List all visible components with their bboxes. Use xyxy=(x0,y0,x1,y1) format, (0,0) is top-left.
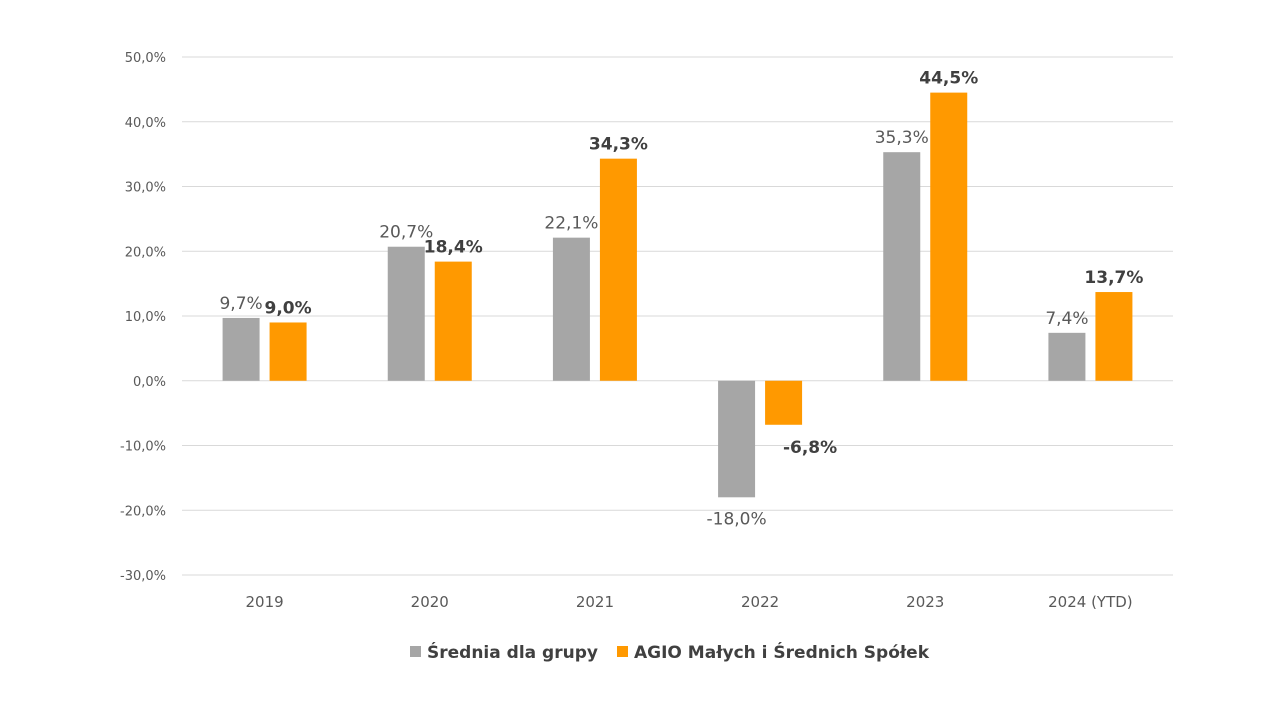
bar-srednia xyxy=(1048,332,1086,381)
bar-agio xyxy=(1095,292,1133,381)
legend-swatch-agio xyxy=(617,646,628,657)
y-tick-label: -10,0% xyxy=(120,440,166,455)
bar-agio xyxy=(765,380,803,425)
y-tick-label: -30,0% xyxy=(120,569,166,584)
bar-srednia xyxy=(883,152,921,381)
legend-label-srednia: Średnia dla grupy xyxy=(427,641,598,663)
data-label-srednia: -18,0% xyxy=(707,509,767,529)
bars xyxy=(222,92,1133,498)
data-label-agio: 13,7% xyxy=(1084,268,1143,288)
data-label-srednia: 7,4% xyxy=(1045,309,1088,329)
x-tick-label: 2023 xyxy=(906,593,944,611)
bar-srednia xyxy=(222,317,260,381)
y-tick-label: 20,0% xyxy=(125,245,166,260)
y-tick-label: 0,0% xyxy=(133,375,166,390)
data-label-agio: 18,4% xyxy=(424,238,483,258)
data-label-agio: -6,8% xyxy=(783,438,837,458)
x-tick-label: 2020 xyxy=(411,593,449,611)
bar-agio xyxy=(599,158,637,381)
x-tick-label: 2022 xyxy=(741,593,779,611)
data-label-agio: 44,5% xyxy=(919,69,978,89)
legend-label-agio: AGIO Małych i Średnich Spółek xyxy=(634,641,930,663)
y-tick-label: 50,0% xyxy=(125,51,166,66)
data-label-agio: 34,3% xyxy=(589,135,648,155)
data-label-srednia: 9,7% xyxy=(219,294,262,314)
y-axis: 50,0% 40,0% 30,0% 20,0% 10,0% 0,0% -10,0% -20,0… xyxy=(120,51,166,584)
x-tick-label: 2024 (YTD) xyxy=(1048,593,1133,611)
legend-swatch-srednia xyxy=(410,646,421,657)
data-label-srednia: 20,7% xyxy=(379,223,433,243)
x-axis: 2019 2020 2021 2022 2023 2024 (YTD) xyxy=(245,593,1132,611)
y-tick-label: 30,0% xyxy=(125,181,166,196)
x-tick-label: 2019 xyxy=(245,593,283,611)
data-label-srednia: 35,3% xyxy=(875,128,929,148)
bar-agio xyxy=(269,322,307,381)
x-tick-label: 2021 xyxy=(576,593,614,611)
bar-srednia xyxy=(387,246,425,381)
y-tick-label: 40,0% xyxy=(125,116,166,131)
bar-srednia xyxy=(718,380,756,498)
y-tick-label: 10,0% xyxy=(125,310,166,325)
gridlines xyxy=(182,56,1173,576)
data-label-srednia: 22,1% xyxy=(544,214,598,234)
bar-agio xyxy=(930,92,968,381)
y-tick-label: -20,0% xyxy=(120,504,166,519)
bar-agio xyxy=(434,261,472,381)
data-labels: 9,7% 9,0% 20,7%18,4% 22,1% 34,3% -18,0% -6,8% 3… xyxy=(219,69,1143,530)
bar-srednia xyxy=(552,237,590,381)
legend: Średnia dla grupy AGIO Małych i Średnich… xyxy=(410,641,930,663)
data-label-agio: 9,0% xyxy=(265,298,312,318)
